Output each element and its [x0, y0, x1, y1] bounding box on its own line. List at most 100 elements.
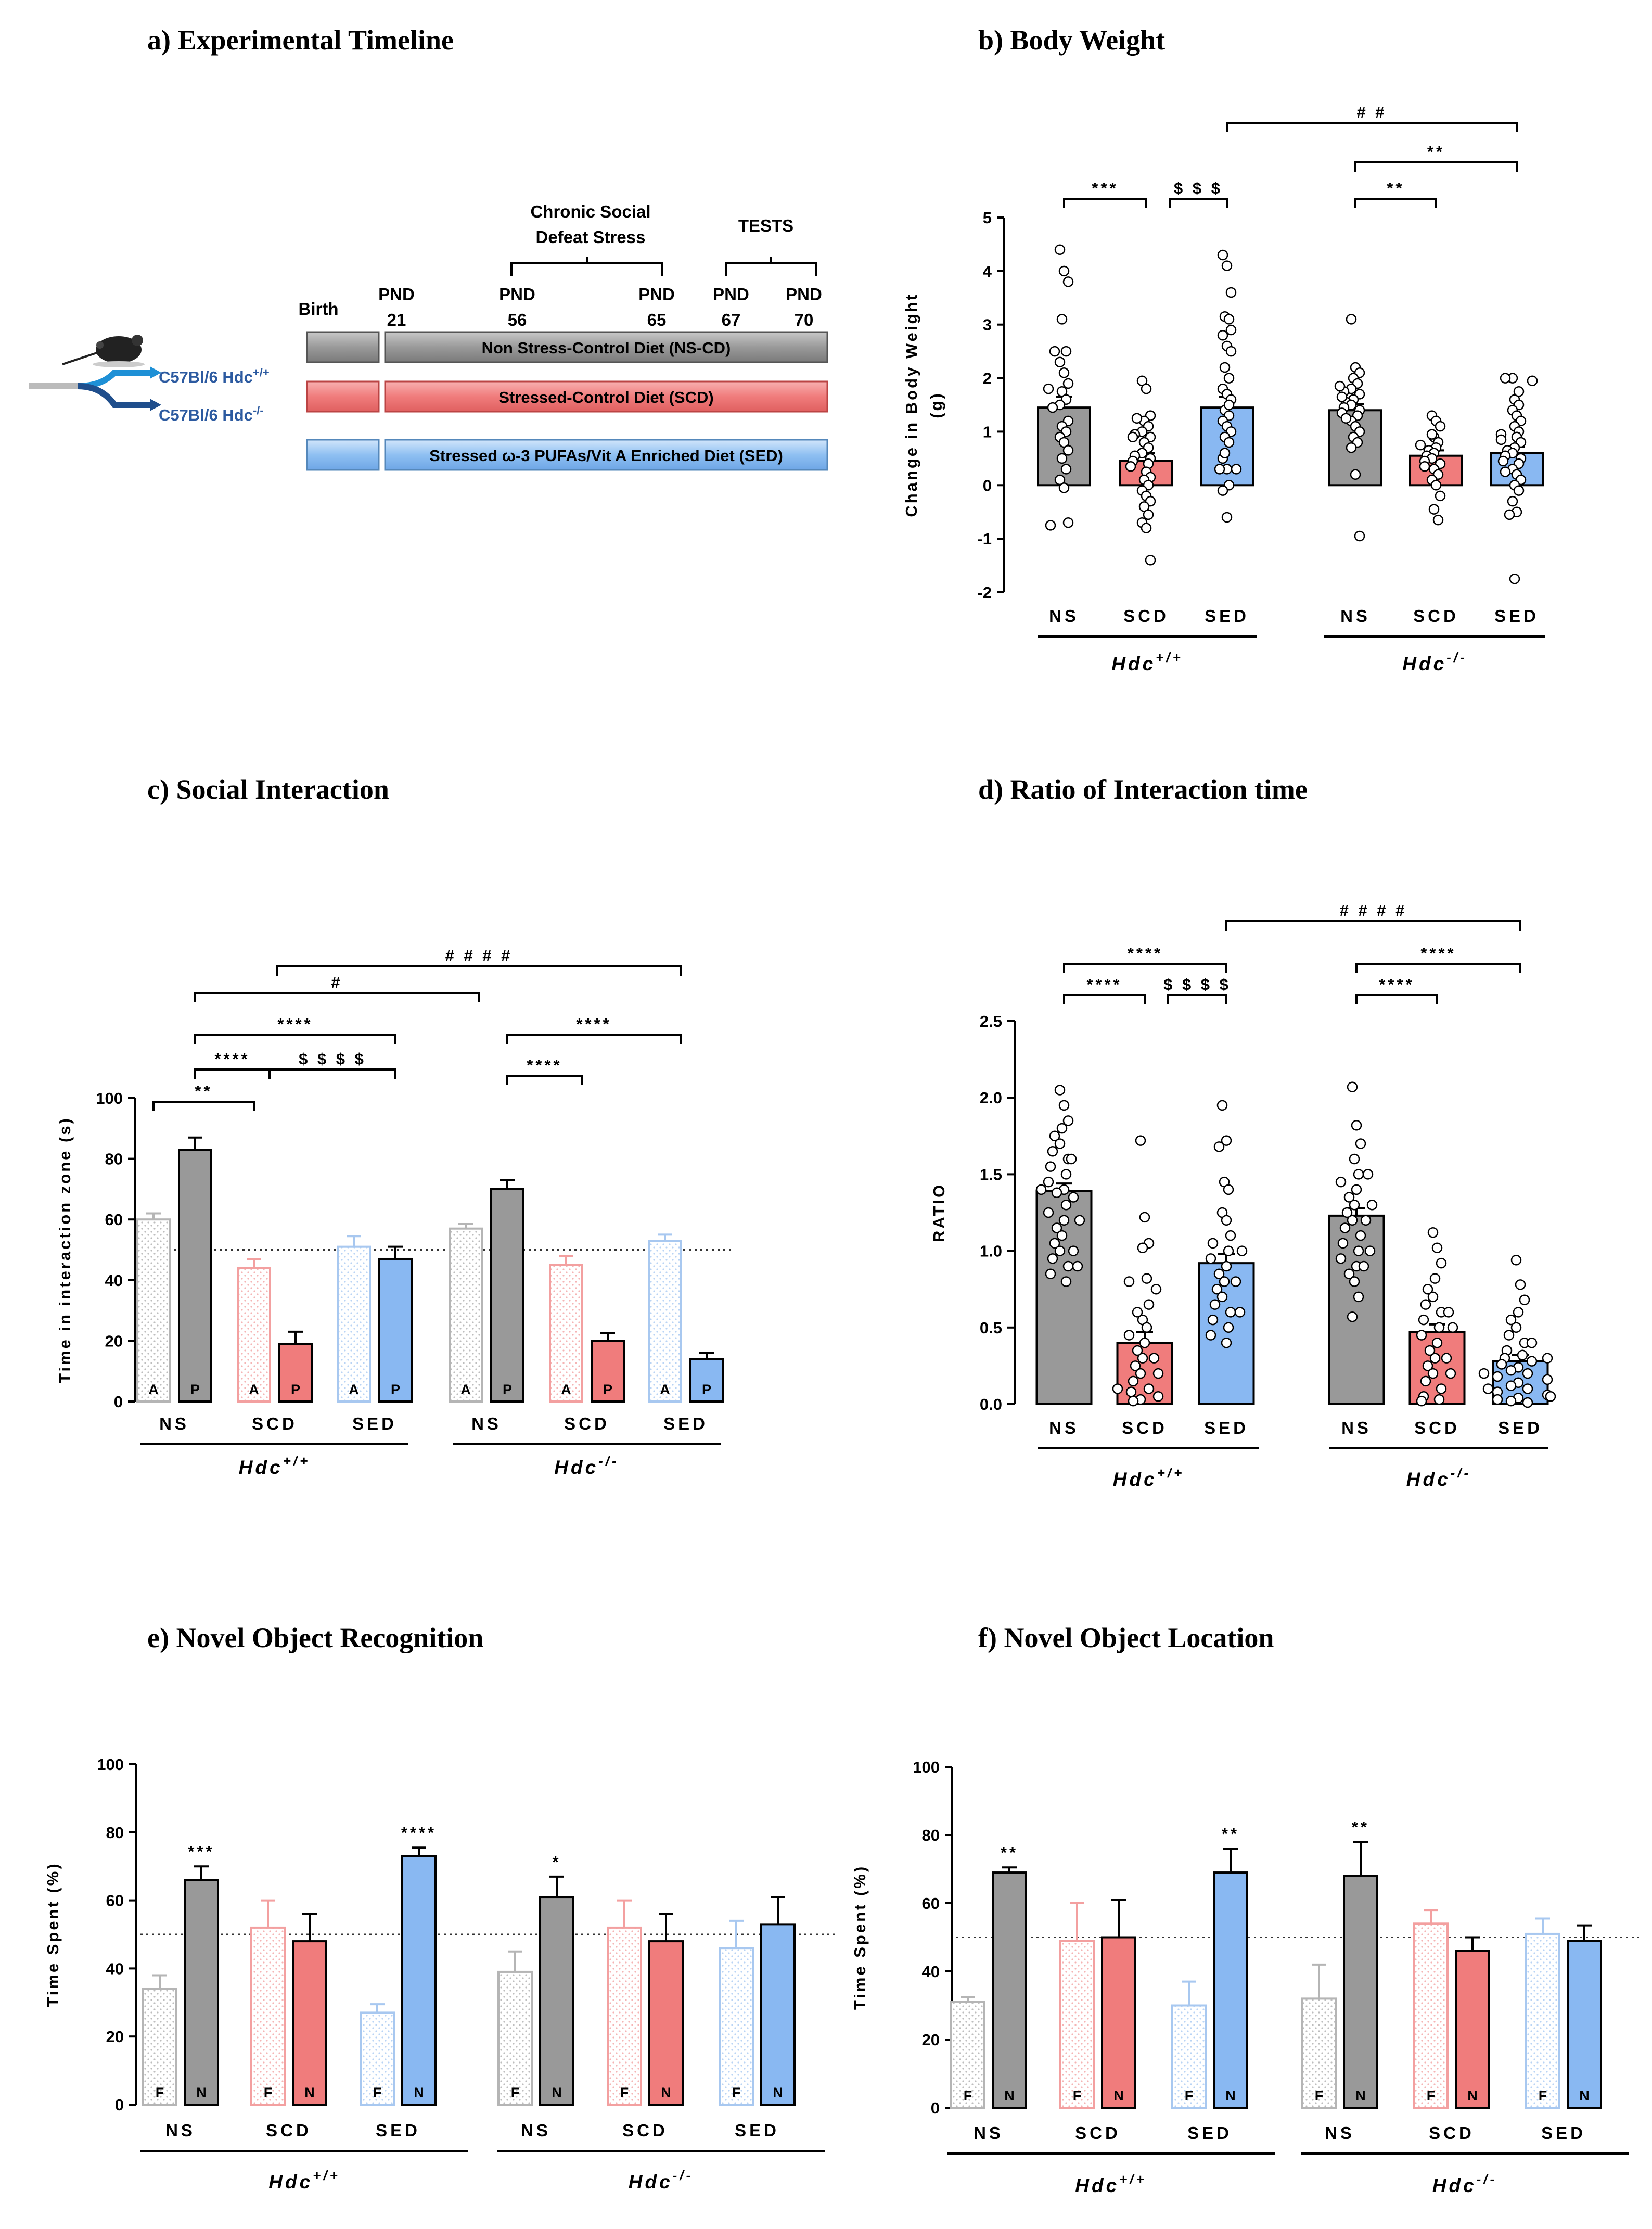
- data-point: [1209, 1299, 1221, 1310]
- bar-scd-n: [648, 1940, 684, 2106]
- data-point: [1419, 461, 1430, 472]
- pair-label: P: [503, 1382, 512, 1397]
- y-tick-label: 60: [106, 1892, 124, 1910]
- data-point: [1058, 482, 1070, 493]
- pair-label: N: [1225, 2088, 1236, 2104]
- data-point: [1350, 469, 1361, 480]
- data-point: [1513, 1307, 1524, 1318]
- category-label: SED: [352, 1414, 397, 1433]
- genotype-base: Hdc: [1113, 1469, 1157, 1490]
- category-label: NS: [165, 2121, 196, 2140]
- category-label: SCD: [1123, 606, 1169, 626]
- data-point: [1503, 1330, 1515, 1341]
- significance-label: ****: [527, 1056, 562, 1074]
- pair-label: N: [414, 2085, 424, 2100]
- data-point: [1418, 1314, 1429, 1326]
- data-point: [1497, 455, 1509, 467]
- timeline-bar-birth-ns: [306, 331, 380, 363]
- data-point: [1430, 480, 1442, 491]
- data-point: [1422, 1283, 1433, 1295]
- data-point: [1138, 501, 1150, 512]
- significance-label: ****: [401, 1824, 437, 1842]
- category-label: SCD: [1122, 1418, 1168, 1437]
- data-point: [1123, 1276, 1135, 1287]
- y-tick-label: 0: [115, 2096, 124, 2114]
- panel-b-title: b) Body Weight: [978, 24, 1165, 56]
- data-point: [1346, 314, 1357, 325]
- bar-scd-f: [607, 1926, 642, 2106]
- category-label: SCD: [1413, 606, 1459, 626]
- data-point: [1225, 287, 1237, 298]
- data-point: [1420, 1299, 1431, 1310]
- genotype-sup: -/-: [598, 1453, 619, 1469]
- pair-label: A: [249, 1382, 259, 1397]
- data-point: [1234, 1307, 1246, 1318]
- y-tick-label: 0: [931, 2099, 940, 2117]
- category-label: SCD: [266, 2121, 312, 2140]
- data-point: [1128, 1395, 1139, 1407]
- genotype-sup: -/-: [673, 2168, 694, 2183]
- data-point: [1074, 1215, 1085, 1226]
- y-axis-label: Time in interaction zone (s): [56, 1116, 74, 1383]
- genotype-label: Hdc+/+: [1111, 649, 1183, 674]
- data-point: [1431, 1337, 1443, 1348]
- data-point: [1207, 1314, 1219, 1326]
- data-point: [1128, 1375, 1139, 1387]
- data-point: [1422, 1360, 1433, 1371]
- timeline-bar-scd: [384, 380, 828, 413]
- bar-scd-p: [278, 1343, 313, 1403]
- data-point: [1429, 1353, 1441, 1364]
- birth-label: Birth: [299, 299, 339, 319]
- category-label: NS: [521, 2121, 551, 2140]
- data-point: [1504, 509, 1515, 520]
- data-point: [1056, 314, 1068, 325]
- y-tick-label: 40: [106, 1959, 124, 1978]
- data-point: [1340, 413, 1352, 424]
- data-point: [1223, 437, 1235, 448]
- data-point: [1207, 1238, 1219, 1249]
- bar-ns: [1035, 1190, 1093, 1405]
- data-point: [1492, 1371, 1503, 1382]
- data-point: [1432, 514, 1444, 526]
- data-point: [1349, 1153, 1360, 1165]
- y-tick-label: 2.0: [980, 1089, 1002, 1107]
- category-label: SED: [1494, 606, 1539, 626]
- data-point: [1051, 1187, 1062, 1198]
- data-point: [1049, 1238, 1060, 1249]
- data-point: [1225, 346, 1237, 357]
- strain-ko-label: C57Bl/6 Hdc-/-: [159, 404, 264, 424]
- genotype-label: Hdc-/-: [629, 2168, 693, 2193]
- significance-label: ****: [1379, 975, 1414, 994]
- genotype-sup: +/+: [1156, 649, 1183, 665]
- genotype-sup: +/+: [283, 1453, 311, 1469]
- data-point: [1132, 1307, 1143, 1318]
- panel-c: c) Social Interaction 0 20 40 60 80 100 Time in…: [56, 774, 731, 1478]
- data-point: [1127, 431, 1138, 442]
- pair-label: P: [391, 1382, 400, 1397]
- category-label: NS: [1325, 2123, 1355, 2143]
- pnd-label-day: 56: [508, 310, 527, 329]
- y-tick-label: -2: [977, 583, 992, 602]
- pair-label: N: [1113, 2088, 1124, 2104]
- bar-scd-n: [1101, 1936, 1136, 2109]
- pair-label: A: [349, 1382, 359, 1397]
- data-point: [1062, 517, 1074, 528]
- data-point: [1205, 1253, 1216, 1264]
- genotype-base: Hdc: [554, 1457, 598, 1478]
- data-point: [1219, 448, 1231, 458]
- data-point: [1354, 530, 1365, 542]
- data-point: [1223, 1184, 1234, 1195]
- category-label: SCD: [564, 1414, 610, 1433]
- timeline-bar-ns-label: Non Stress-Control Diet (NS-CD): [482, 339, 731, 357]
- significance-bracket: [1063, 198, 1147, 208]
- data-point: [1045, 1268, 1056, 1280]
- data-point: [1545, 1391, 1556, 1402]
- data-point: [1045, 1161, 1056, 1172]
- data-point: [1527, 375, 1538, 386]
- bar-sed-f: [1525, 1932, 1560, 2109]
- data-point: [1435, 421, 1446, 432]
- bar-ns-p: [490, 1188, 524, 1403]
- y-tick-label: 80: [105, 1150, 123, 1168]
- stress-bracket: [510, 257, 663, 276]
- bar-ns-f: [142, 1988, 177, 2106]
